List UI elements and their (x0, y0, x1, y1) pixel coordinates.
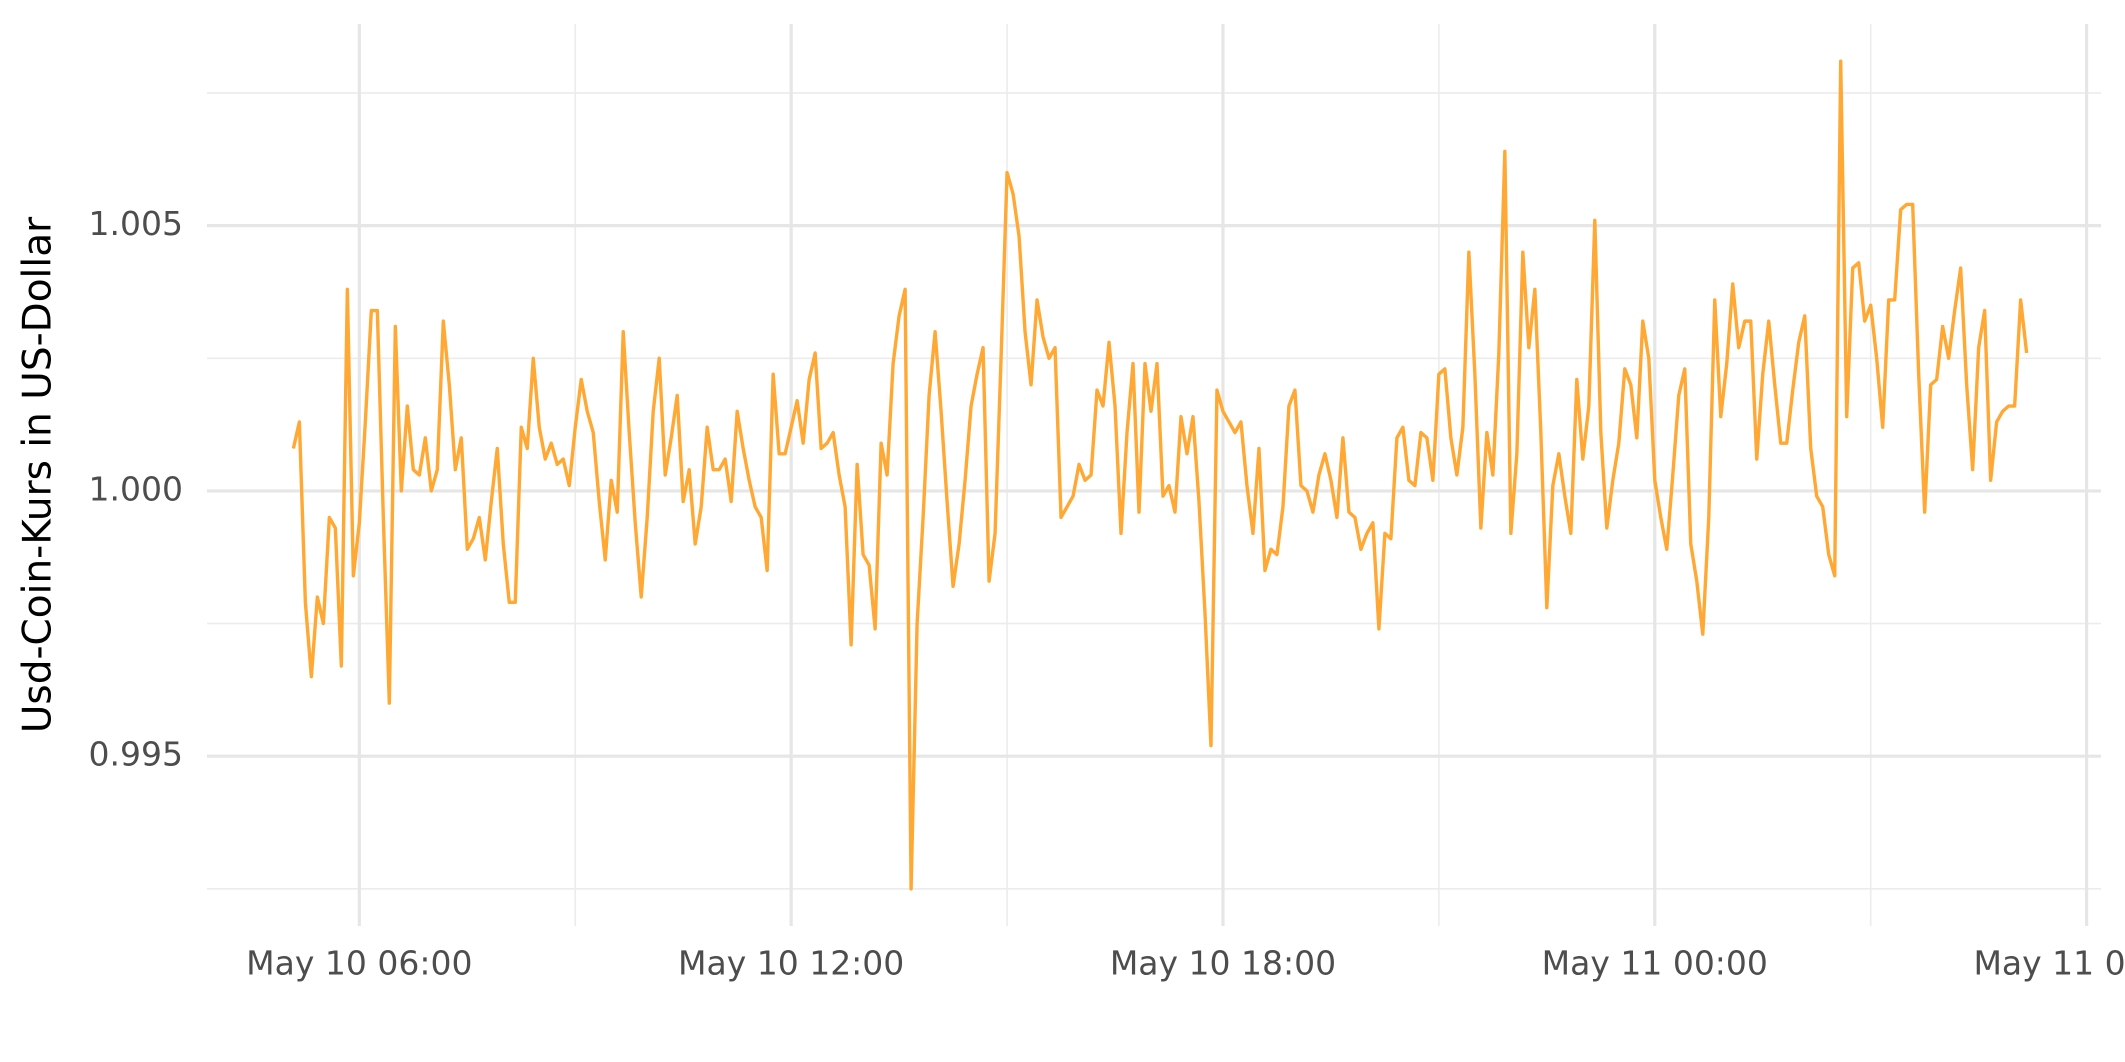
y-tick-label: 1.000 (89, 469, 183, 508)
grid (207, 24, 2101, 926)
price-line (291, 59, 2029, 891)
x-tick-label: May 10 18:00 (1110, 944, 1336, 983)
y-tick-label: 1.005 (89, 204, 183, 243)
y-axis-title: Usd-Coin-Kurs in US-Dollar (16, 216, 61, 733)
x-tick-label: May 11 06:00 (1973, 944, 2125, 983)
marks (291, 59, 2029, 891)
x-tick-label: May 10 12:00 (678, 944, 904, 983)
y-tick-label: 0.995 (89, 735, 183, 774)
x-tick-label: May 11 00:00 (1542, 944, 1768, 983)
labels: 0.995 1.000 1.005 May 10 06:00 May 10 12:00 M… (89, 204, 2125, 982)
x-tick-label: May 10 06:00 (246, 944, 472, 983)
